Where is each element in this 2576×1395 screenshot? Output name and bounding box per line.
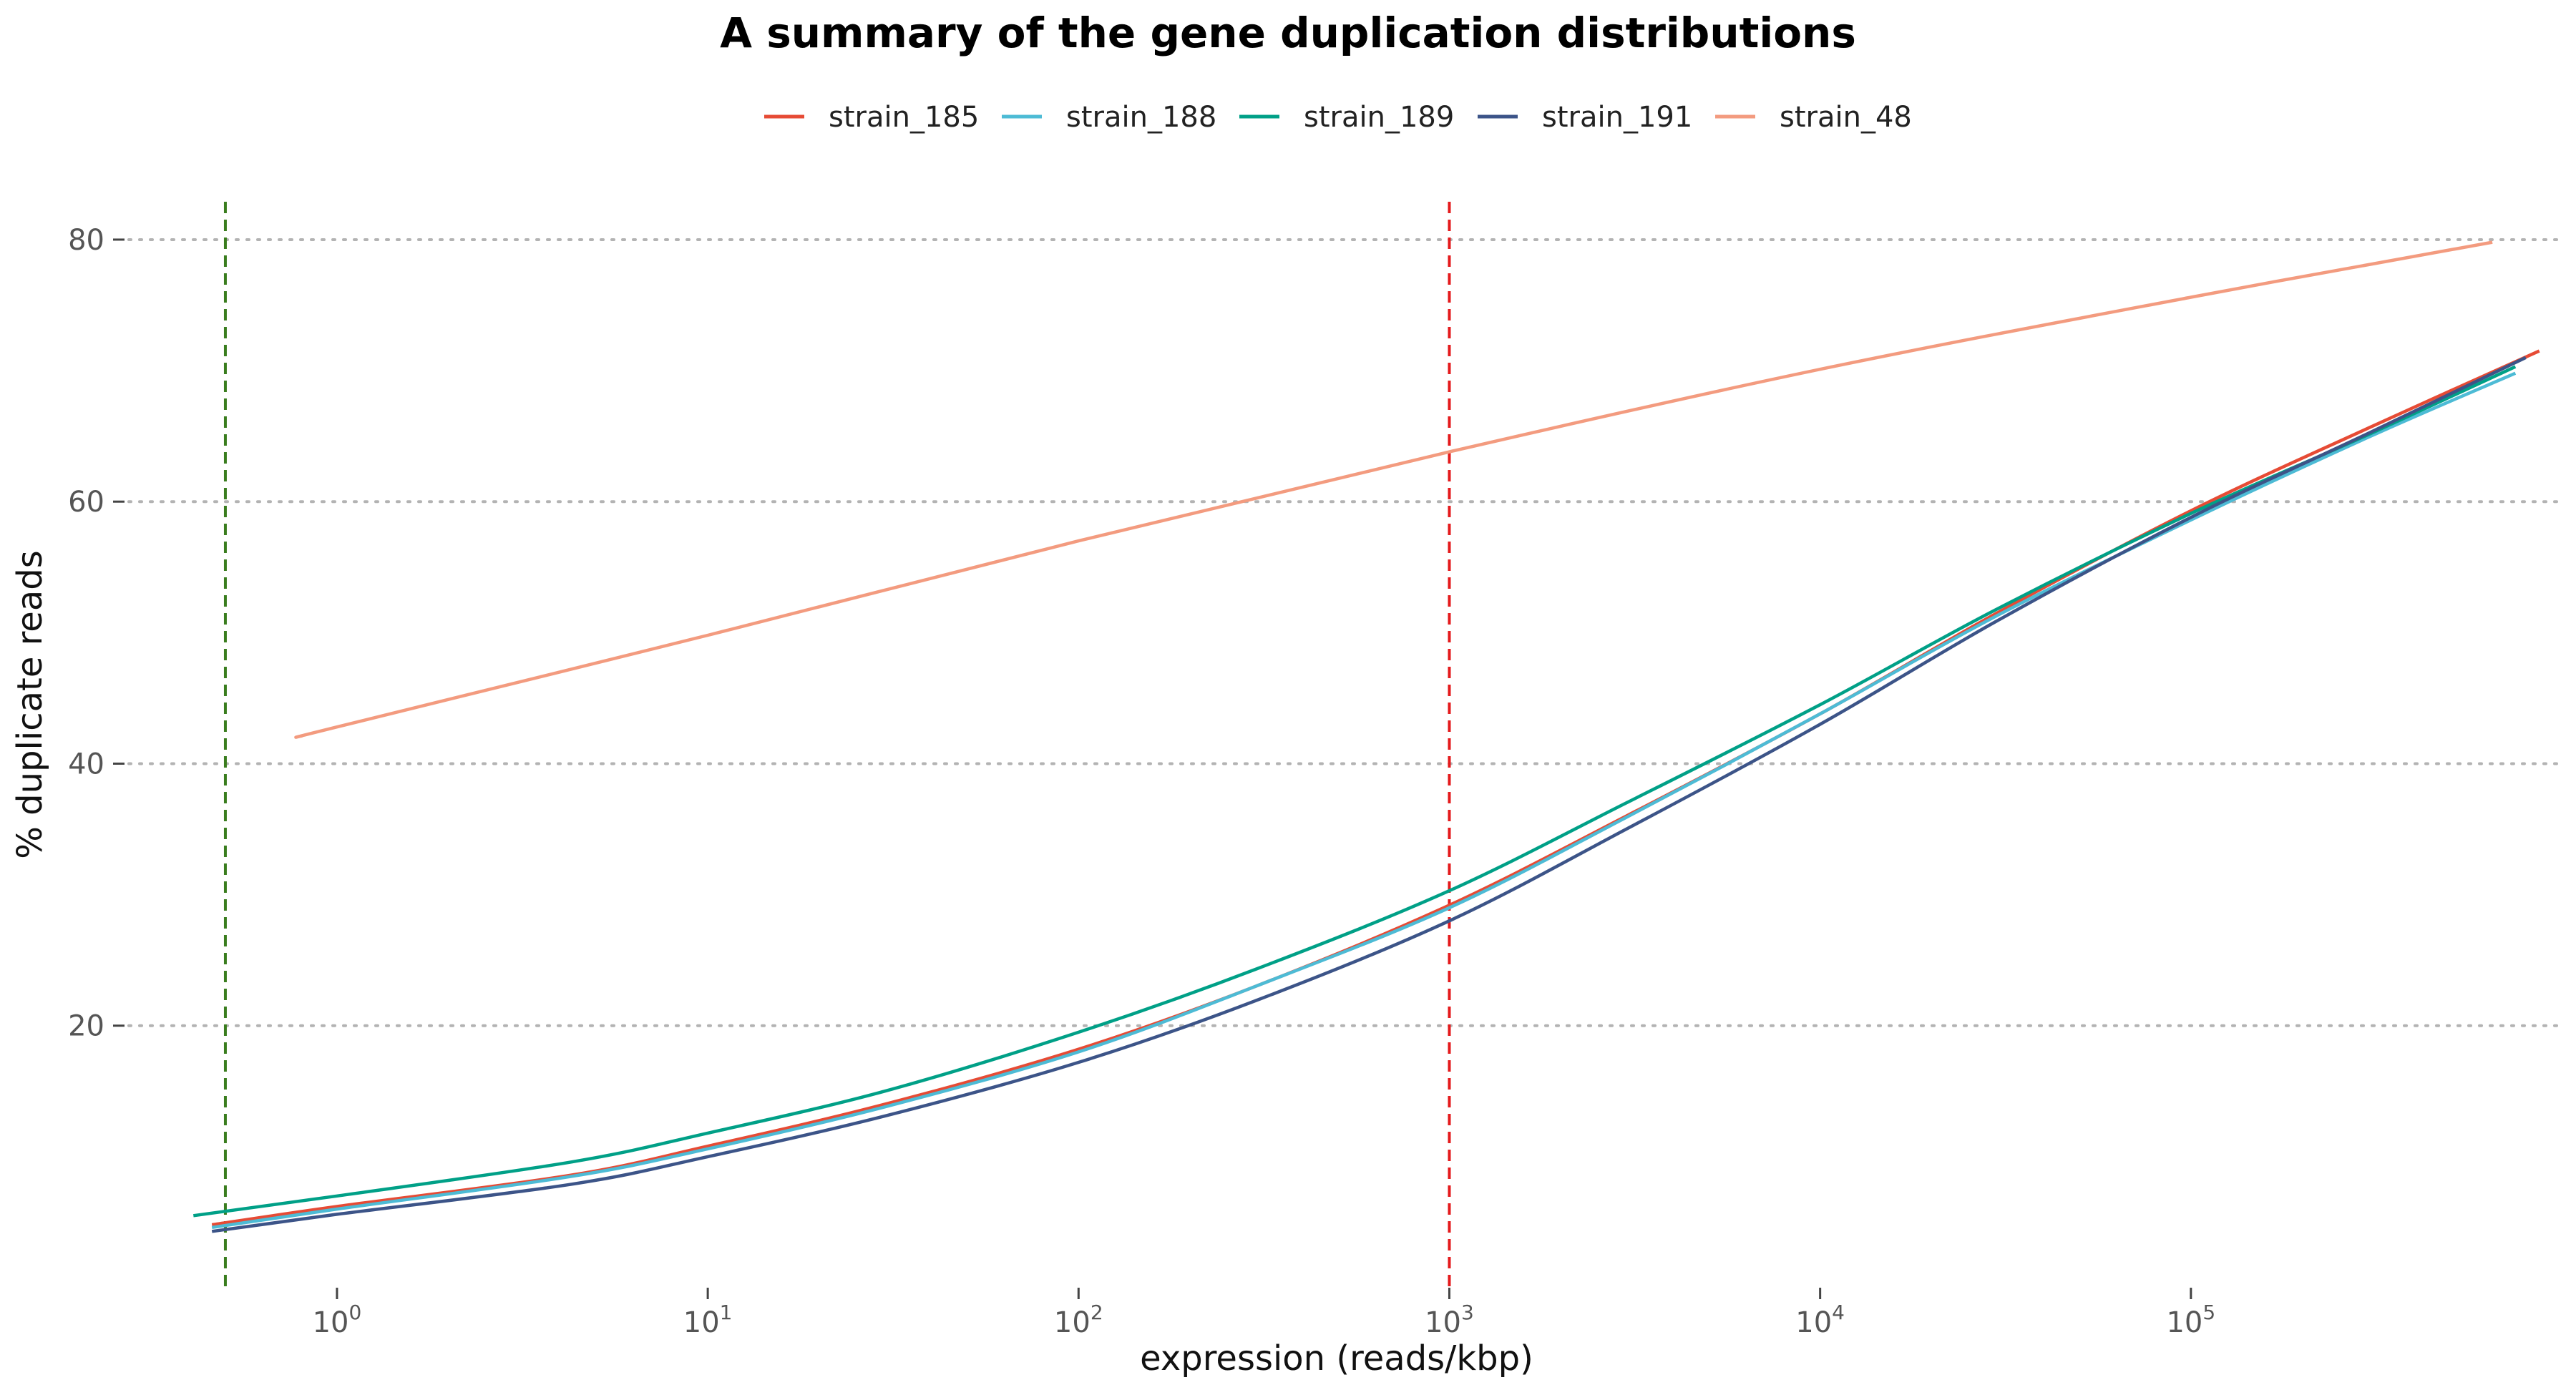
legend: strain_185 strain_188 strain_189 strain_191…: [764, 101, 1912, 134]
reference-lines: [223, 202, 1451, 1288]
x-tick-exponent: 0: [348, 1301, 361, 1324]
series-line-strain-189: [192, 365, 2517, 1218]
series-line-strain-191: [211, 356, 2527, 1233]
y-tick-label: 20: [68, 1010, 104, 1043]
legend-label-strain-189: strain_189: [1304, 101, 1454, 134]
x-tick-base: 10: [1054, 1306, 1091, 1339]
series-line-strain-185: [211, 349, 2540, 1227]
x-tick-exponent: 3: [1461, 1301, 1474, 1324]
x-tick-label: 104: [1795, 1301, 1845, 1339]
y-tick-label: 80: [68, 224, 104, 257]
series-group: [192, 240, 2540, 1233]
x-tick-label: 102: [1054, 1301, 1103, 1339]
x-tick-base: 10: [1425, 1306, 1461, 1339]
y-axis-label: % duplicate reads: [10, 550, 50, 858]
x-tick-label: 103: [1425, 1301, 1474, 1339]
chart-title: A summary of the gene duplication distri…: [720, 9, 1856, 57]
x-tick-exponent: 5: [2202, 1301, 2215, 1324]
x-tick-base: 10: [2166, 1306, 2202, 1339]
x-tick-exponent: 1: [720, 1301, 733, 1324]
legend-label-strain-48: strain_48: [1780, 101, 1912, 134]
x-tick-exponent: 2: [1091, 1301, 1103, 1324]
legend-label-strain-188: strain_188: [1066, 101, 1216, 134]
grid: [127, 238, 2563, 1027]
y-tick-label: 40: [68, 748, 104, 780]
x-axis-label: expression (reads/kbp): [1140, 1338, 1533, 1379]
series-line-strain-48: [294, 240, 2493, 739]
legend-label-strain-191: strain_191: [1542, 101, 1692, 134]
x-tick-base: 10: [1795, 1306, 1832, 1339]
x-axis-ticks: 100 101 102 103 104 105: [313, 1288, 2215, 1339]
legend-label-strain-185: strain_185: [829, 101, 979, 134]
x-tick-base: 10: [313, 1306, 349, 1339]
y-axis-ticks: 20 40 60 80: [68, 224, 125, 1043]
x-tick-base: 10: [683, 1306, 720, 1339]
x-tick-exponent: 4: [1832, 1301, 1845, 1324]
y-tick-label: 60: [68, 486, 104, 519]
x-tick-label: 105: [2166, 1301, 2215, 1339]
x-tick-label: 100: [313, 1301, 362, 1339]
x-tick-label: 101: [683, 1301, 733, 1339]
